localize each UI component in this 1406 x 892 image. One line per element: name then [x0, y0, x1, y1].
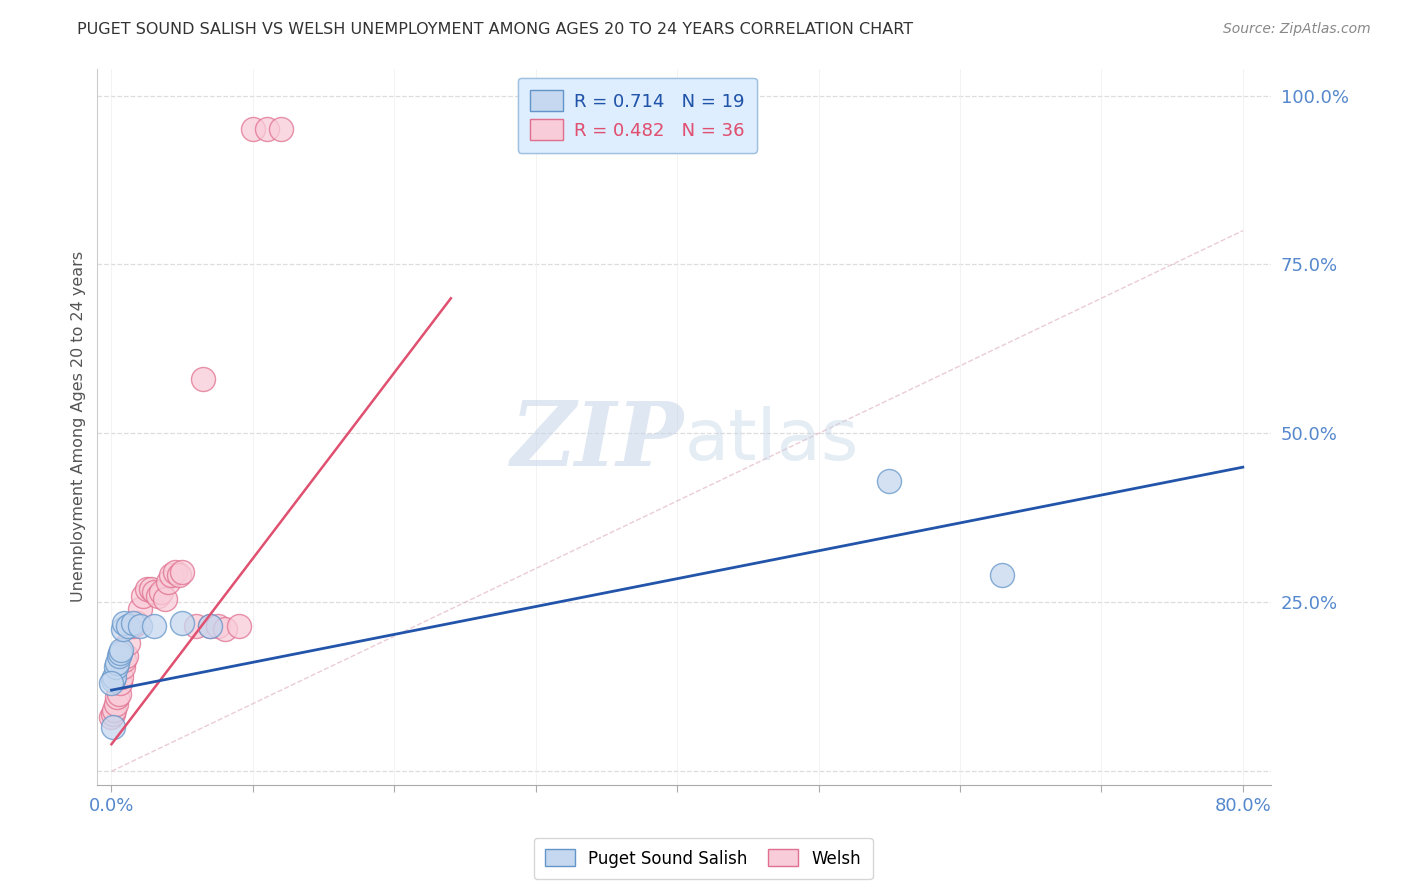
Point — [128, 602, 150, 616]
Point — [128, 619, 150, 633]
Point — [142, 585, 165, 599]
Point — [111, 623, 134, 637]
Point — [100, 710, 122, 724]
Point — [100, 676, 122, 690]
Point — [172, 565, 194, 579]
Text: PUGET SOUND SALISH VS WELSH UNEMPLOYMENT AMONG AGES 20 TO 24 YEARS CORRELATION C: PUGET SOUND SALISH VS WELSH UNEMPLOYMENT… — [77, 22, 914, 37]
Text: Source: ZipAtlas.com: Source: ZipAtlas.com — [1223, 22, 1371, 37]
Point — [242, 122, 264, 136]
Point — [121, 619, 143, 633]
Point — [105, 690, 128, 704]
Point — [111, 659, 134, 673]
Point — [104, 697, 127, 711]
Point — [112, 615, 135, 630]
Legend: R = 0.714   N = 19, R = 0.482   N = 36: R = 0.714 N = 19, R = 0.482 N = 36 — [517, 78, 756, 153]
Point — [172, 615, 194, 630]
Point — [256, 122, 278, 136]
Point — [157, 575, 180, 590]
Point — [165, 565, 187, 579]
Point — [200, 619, 222, 633]
Point — [186, 619, 208, 633]
Point — [146, 589, 169, 603]
Point — [214, 623, 236, 637]
Point — [877, 474, 900, 488]
Point — [110, 642, 132, 657]
Point — [200, 619, 222, 633]
Point — [991, 568, 1014, 582]
Point — [228, 619, 250, 633]
Point — [207, 619, 229, 633]
Point — [103, 670, 125, 684]
Point — [155, 591, 177, 606]
Point — [142, 619, 165, 633]
Point — [117, 636, 139, 650]
Point — [131, 589, 153, 603]
Point — [101, 706, 124, 721]
Point — [114, 649, 136, 664]
Text: atlas: atlas — [685, 407, 859, 475]
Point — [108, 646, 131, 660]
Point — [160, 568, 183, 582]
Text: ZIP: ZIP — [510, 398, 685, 484]
Point — [121, 615, 143, 630]
Point — [107, 649, 129, 664]
Point — [105, 656, 128, 670]
Point — [193, 372, 215, 386]
Legend: Puget Sound Salish, Welsh: Puget Sound Salish, Welsh — [533, 838, 873, 880]
Point — [108, 676, 131, 690]
Point — [139, 582, 162, 596]
Y-axis label: Unemployment Among Ages 20 to 24 years: Unemployment Among Ages 20 to 24 years — [72, 251, 86, 602]
Point — [107, 687, 129, 701]
Point — [117, 619, 139, 633]
Point — [101, 673, 124, 687]
Point — [103, 703, 125, 717]
Point — [135, 582, 157, 596]
Point — [150, 585, 173, 599]
Point — [101, 720, 124, 734]
Point — [169, 568, 191, 582]
Point — [125, 615, 148, 630]
Point — [104, 659, 127, 673]
Point — [270, 122, 292, 136]
Point — [110, 670, 132, 684]
Point — [112, 653, 135, 667]
